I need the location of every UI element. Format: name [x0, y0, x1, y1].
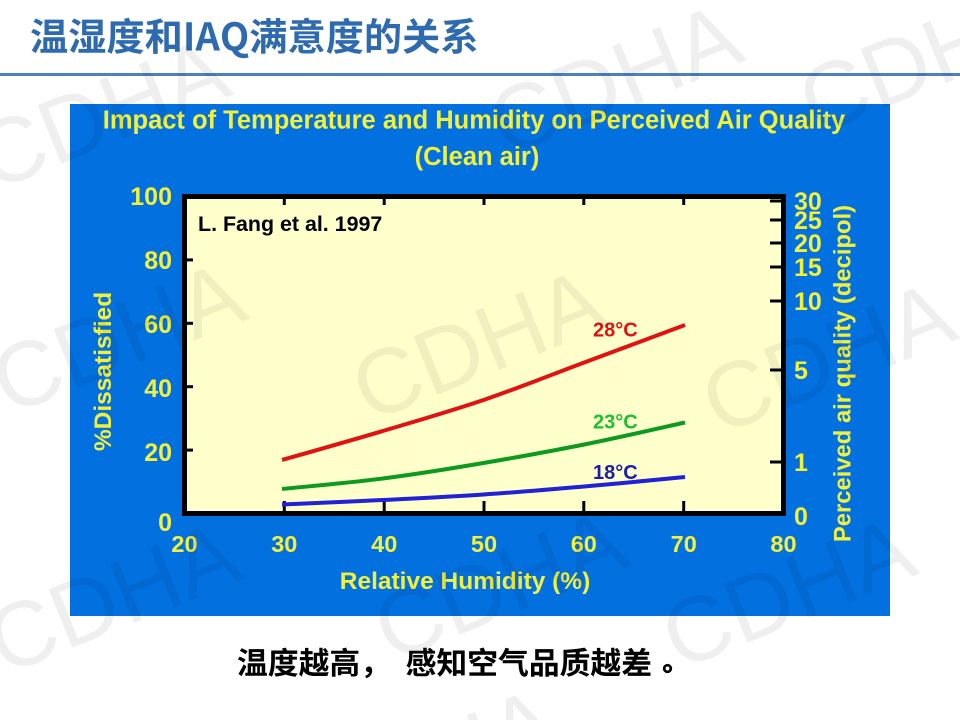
svg-text:28°C: 28°C [593, 320, 638, 342]
svg-text:40: 40 [371, 531, 397, 557]
svg-text:20: 20 [171, 531, 197, 557]
svg-text:60: 60 [571, 531, 597, 557]
svg-text:80: 80 [770, 531, 796, 557]
svg-text:Impact of Temperature and Humi: Impact of Temperature and Humidity on Pe… [103, 107, 846, 135]
svg-text:30: 30 [271, 531, 297, 557]
svg-text:40: 40 [144, 375, 172, 403]
svg-text:25: 25 [794, 207, 822, 235]
svg-text:%Dissatisfied: %Dissatisfied [90, 292, 117, 451]
svg-text:20: 20 [794, 230, 822, 258]
svg-text:0: 0 [794, 503, 808, 531]
svg-text:10: 10 [794, 288, 822, 316]
svg-text:Perceived air quality (decipol: Perceived air quality (decipol) [830, 205, 857, 542]
svg-text:20: 20 [144, 439, 172, 467]
svg-text:L. Fang et al. 1997: L. Fang et al. 1997 [198, 212, 382, 236]
svg-text:18°C: 18°C [593, 462, 638, 484]
svg-text:0: 0 [158, 509, 172, 537]
svg-text:60: 60 [144, 311, 172, 339]
svg-text:23°C: 23°C [593, 412, 638, 434]
svg-text:Relative Humidity (%): Relative Humidity (%) [340, 568, 591, 595]
svg-text:5: 5 [794, 357, 808, 385]
svg-text:15: 15 [794, 254, 822, 282]
svg-text:80: 80 [144, 247, 172, 275]
svg-text:1: 1 [794, 449, 808, 477]
svg-text:30: 30 [794, 188, 822, 216]
svg-text:50: 50 [471, 531, 497, 557]
svg-text:70: 70 [671, 531, 697, 557]
svg-text:(Clean air): (Clean air) [415, 143, 540, 171]
svg-text:100: 100 [130, 183, 172, 211]
